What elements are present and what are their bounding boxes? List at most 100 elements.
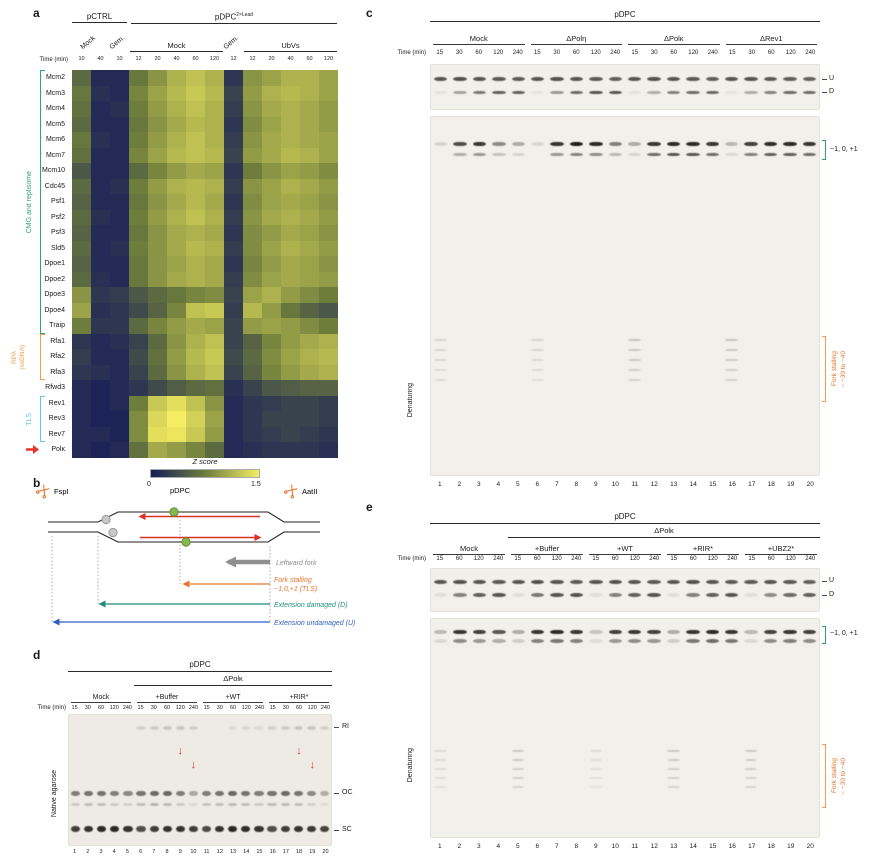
- heatmap-cell: [110, 132, 129, 148]
- protein-row-label: Polκ: [51, 446, 65, 453]
- heatmap-cell: [243, 380, 262, 396]
- group-header-pdpc: pDPC2×Lead: [131, 12, 337, 24]
- heatmap-cell: [110, 349, 129, 365]
- gel-band: [492, 77, 506, 82]
- gel-band: [511, 639, 526, 643]
- heatmap-cell: [262, 240, 281, 256]
- heatmap-cell: [167, 411, 186, 427]
- gel-ladder-band: [667, 785, 680, 789]
- heatmap-cell: [72, 225, 91, 241]
- gel-band: [744, 141, 758, 147]
- heatmap-cell: [129, 240, 148, 256]
- gel-band: [550, 152, 564, 157]
- lane-value: 14: [689, 843, 697, 850]
- gel-title-d: pDPC: [68, 660, 332, 672]
- heatmap-cell: [224, 364, 243, 380]
- lane-value: 10: [611, 843, 619, 850]
- gel-band: [550, 593, 564, 597]
- lane-value: 60: [229, 705, 237, 711]
- gel-ladder-band: [512, 767, 525, 771]
- heatmap-cell: [205, 318, 224, 334]
- time-value: 40: [287, 56, 294, 62]
- gel-band: [666, 639, 681, 643]
- denaturing-label-e: Denaturing: [406, 747, 414, 783]
- helicase-icon: [101, 514, 111, 525]
- gel-band: [433, 639, 448, 643]
- gel-band: [201, 802, 212, 807]
- protein-row-label: Rfa1: [50, 337, 65, 345]
- gel-band: [550, 629, 564, 635]
- heatmap-cell: [300, 395, 319, 411]
- lane-value: 10: [611, 481, 619, 488]
- gel-band: [744, 593, 758, 597]
- lane-value: 30: [84, 705, 91, 711]
- lane-value: 1: [437, 481, 442, 488]
- time-value: 10: [78, 56, 85, 62]
- lane-value: 120: [707, 556, 718, 562]
- heatmap-cell: [300, 318, 319, 334]
- panel-e-label: e: [366, 500, 373, 514]
- heatmap-cell: [300, 163, 319, 179]
- heatmap-cell: [186, 225, 205, 241]
- heatmap-cell: [129, 349, 148, 365]
- heatmap-cell: [129, 395, 148, 411]
- gel-band: [783, 629, 797, 635]
- colorbar-title: Z score: [192, 457, 218, 466]
- gel-band: [627, 141, 642, 147]
- heatmap-cell: [262, 163, 281, 179]
- gel-band: [705, 593, 720, 597]
- heatmap-cell: [281, 209, 300, 225]
- heatmap-cell: [110, 163, 129, 179]
- time-values-e: 15 60 120 240 15 60 120 240 15 60 120 240 15 60 120 240…: [430, 556, 820, 564]
- heatmap-cell: [72, 333, 91, 349]
- lane-value: 18: [767, 843, 775, 850]
- heatmap-cell: [186, 287, 205, 303]
- gel-band: [136, 826, 146, 833]
- gel-band: [492, 579, 506, 584]
- heatmap-cell: [224, 287, 243, 303]
- gel-band: [802, 152, 817, 157]
- colorbar-min: 0: [147, 481, 151, 488]
- heatmap-cell: [186, 194, 205, 210]
- time-value: 20: [268, 56, 275, 62]
- gel-ladder-band: [531, 348, 544, 352]
- gel-band: [550, 90, 564, 95]
- gel-band: [110, 826, 120, 833]
- gel-band: [724, 639, 739, 643]
- lane-value: 15: [203, 705, 210, 711]
- gel-ladder-band: [744, 758, 758, 762]
- gel-band: [802, 77, 817, 82]
- heatmap-cell: [205, 70, 224, 86]
- gel-band: [783, 579, 797, 584]
- lane-value: 7: [152, 849, 156, 855]
- heatmap-cell: [148, 225, 167, 241]
- gel-band: [802, 90, 817, 95]
- time-value: 12: [135, 56, 142, 62]
- heatmap-cell: [224, 209, 243, 225]
- gel-band: [783, 77, 797, 82]
- gel-band: [627, 579, 642, 584]
- gel-band: [724, 579, 739, 584]
- heatmap-cell: [129, 287, 148, 303]
- lane-value: 30: [748, 50, 756, 56]
- heatmap-cell: [72, 411, 91, 427]
- lane-value: 15: [269, 705, 276, 711]
- lane-value: 11: [203, 849, 210, 855]
- lane-value: 2: [457, 843, 462, 850]
- gel-band: [267, 826, 277, 833]
- gel-band: [201, 826, 212, 833]
- heatmap-cell: [91, 70, 110, 86]
- condition-group-label: ΔPolκ: [628, 34, 720, 45]
- heatmap-cell: [262, 178, 281, 194]
- gel-left-label-box-e: Denaturing: [404, 700, 416, 830]
- colorbar-max: 1.5: [251, 481, 261, 488]
- lane-value: 17: [748, 481, 756, 488]
- heatmap-cell: [319, 209, 338, 225]
- heatmap-cell: [148, 178, 167, 194]
- gel-band: [293, 826, 303, 833]
- lane-value: 3: [476, 843, 481, 850]
- gel-band: [97, 790, 107, 796]
- subgroup-mock-pctrl: Mock: [79, 34, 97, 51]
- gel-band: [724, 90, 739, 95]
- gel-ladder-band: [744, 785, 758, 789]
